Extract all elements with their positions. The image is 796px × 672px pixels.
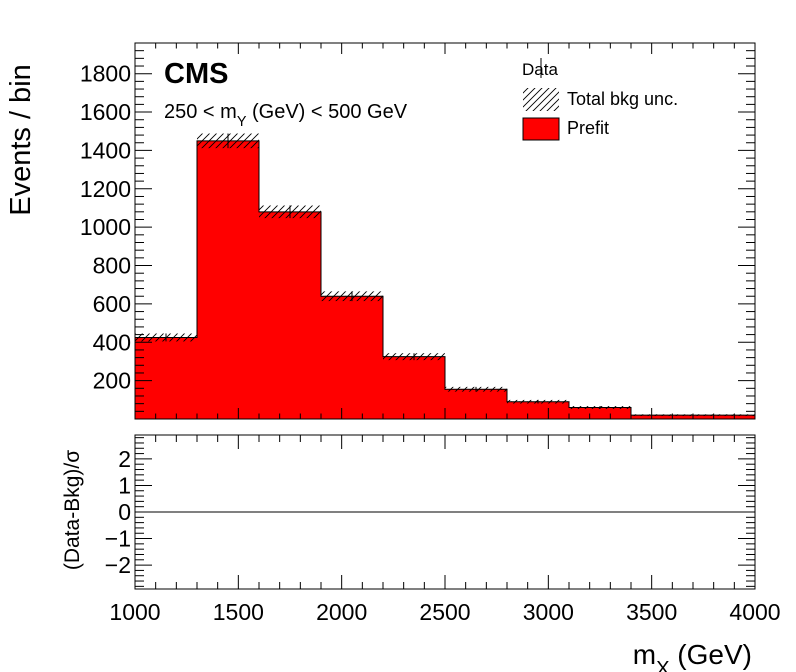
prefit-bar — [321, 296, 383, 419]
legend-entry-unc: Total bkg unc. — [567, 89, 678, 109]
legend-prefit-swatch — [522, 117, 560, 141]
data-point — [383, 353, 445, 361]
x-tick-label: 4000 — [729, 599, 780, 625]
y-tick-label: 400 — [93, 329, 131, 355]
prefit-bar — [507, 401, 569, 419]
selection-label: 250 < mY (GeV) < 500 GeV — [164, 101, 408, 130]
x-tick-label: 1000 — [109, 599, 160, 625]
data-point — [507, 399, 569, 404]
x-tick-label: 2000 — [316, 599, 367, 625]
ratio-y-tick-label: −2 — [105, 552, 131, 578]
ratio-y-axis-label: (Data-Bkg)/σ — [61, 450, 84, 570]
y-tick-label: 600 — [93, 291, 131, 317]
ratio-y-tick-label: 2 — [118, 446, 131, 472]
x-tick-label: 3000 — [523, 599, 574, 625]
ratio-y-tick-label: −1 — [105, 526, 131, 552]
y-tick-label: 1200 — [80, 176, 131, 202]
x-tick-label: 2500 — [419, 599, 470, 625]
y-tick-label: 1800 — [80, 61, 131, 87]
legend-entry-prefit: Prefit — [567, 118, 609, 138]
prefit-bar — [259, 211, 321, 419]
main-axes: 200 400 600 800 1000 1200 1400 1600 1800 — [80, 42, 756, 420]
x-tick-label: 3500 — [626, 599, 677, 625]
data-point — [259, 205, 321, 219]
data-point — [569, 406, 631, 409]
y-tick-label: 200 — [93, 368, 131, 394]
data-point — [445, 386, 507, 392]
prefit-histogram — [134, 140, 756, 419]
y-tick-label: 1400 — [80, 137, 131, 163]
ratio-y-tick-label: 1 — [118, 472, 131, 498]
y-tick-label: 1000 — [80, 214, 131, 240]
legend: Data Total bkg unc. Prefit — [522, 58, 678, 141]
ratio-y-tick-label: 0 — [118, 499, 131, 525]
x-tick-label: 1500 — [213, 599, 264, 625]
y-axis-label: Events / bin — [5, 64, 37, 216]
data-point — [197, 133, 259, 149]
legend-unc-swatch — [523, 88, 559, 111]
experiment-label: CMS — [164, 58, 228, 90]
data-point — [321, 291, 383, 302]
prefit-bar — [135, 337, 197, 419]
prefit-bar — [569, 407, 631, 419]
y-tick-label: 800 — [93, 253, 131, 279]
x-axis-label: mX (GeV) — [633, 639, 752, 672]
data-point — [135, 333, 197, 342]
legend-entry-data: Data — [522, 60, 558, 79]
prefit-bar — [197, 140, 259, 419]
prefit-bar — [383, 356, 445, 419]
prefit-bar — [445, 389, 507, 419]
y-tick-label: 1600 — [80, 99, 131, 125]
